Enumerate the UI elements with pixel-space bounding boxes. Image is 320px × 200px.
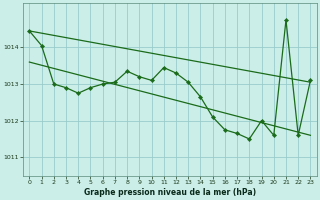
X-axis label: Graphe pression niveau de la mer (hPa): Graphe pression niveau de la mer (hPa) [84,188,256,197]
